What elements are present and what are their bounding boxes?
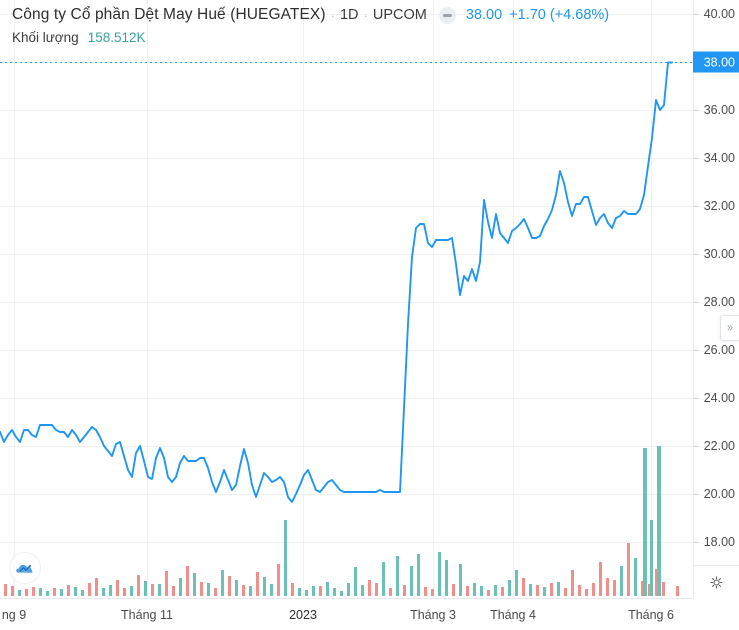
volume-value: 158.512K — [87, 29, 146, 45]
legend-separator-1: · — [330, 7, 335, 23]
tradingview-logo-icon[interactable] — [9, 552, 41, 584]
price-tick-mark — [694, 350, 699, 351]
eye-hidden-icon[interactable] — [438, 6, 456, 24]
time-tick-1: Tháng 11 — [121, 608, 173, 622]
chart-legend: Công ty Cổ phần Dệt May Huế (HUEGATEX) ·… — [12, 4, 609, 47]
time-scale[interactable]: ng 9 Tháng 11 2023 Tháng 3 Tháng 4 Tháng… — [0, 598, 694, 630]
price-tick-36: 36.00 — [703, 103, 735, 117]
chart-plot-area[interactable] — [0, 0, 694, 598]
price-tick-mark — [694, 542, 699, 543]
exchange-label[interactable]: UPCOM — [372, 7, 427, 23]
vertical-gridlines — [14, 0, 652, 598]
price-tick-mark — [694, 446, 699, 447]
price-tick-mark — [694, 110, 699, 111]
price-tick-26: 26.00 — [703, 343, 735, 357]
price-tick-18: 18.00 — [703, 535, 735, 549]
price-scale-settings-button[interactable] — [694, 565, 739, 598]
time-tick-5: Tháng 6 — [628, 608, 674, 622]
last-price-value: 38.00 — [465, 7, 503, 23]
price-tick-28: 28.00 — [703, 295, 735, 309]
interval-label[interactable]: 1D — [339, 7, 359, 23]
volume-label[interactable]: Khối lượng — [12, 29, 79, 45]
price-tick-32: 32.00 — [703, 199, 735, 213]
chevron-right-icon[interactable]: » — [720, 315, 739, 341]
time-tick-0: ng 9 — [1, 608, 27, 622]
gear-icon — [710, 575, 723, 589]
price-tick-mark — [694, 14, 699, 15]
time-tick-2: 2023 — [289, 608, 317, 622]
price-tick-mark — [694, 158, 699, 159]
price-tick-mark — [694, 302, 699, 303]
price-tick-mark — [694, 398, 699, 399]
price-change-value: +1.70 (+4.68%) — [509, 7, 610, 23]
horizontal-gridlines — [0, 14, 694, 543]
price-tick-mark — [694, 494, 699, 495]
price-tick-mark — [694, 254, 699, 255]
price-tick-20: 20.00 — [703, 487, 735, 501]
legend-separator-2: · — [363, 7, 368, 23]
legend-symbol-row: Công ty Cổ phần Dệt May Huế (HUEGATEX) ·… — [12, 4, 609, 26]
last-price-badge[interactable]: 38.00 — [693, 51, 739, 73]
time-tick-4: Tháng 4 — [490, 608, 536, 622]
price-tick-mark — [694, 206, 699, 207]
price-tick-24: 24.00 — [703, 391, 735, 405]
price-tick-34: 34.00 — [703, 151, 735, 165]
price-tick-30: 30.00 — [703, 247, 735, 261]
price-tick-22: 22.00 — [703, 439, 735, 453]
price-tick-40: 40.00 — [703, 7, 735, 21]
time-tick-3: Tháng 3 — [410, 608, 456, 622]
volume-bars — [4, 446, 679, 596]
price-scale[interactable]: 40.00 36.00 34.00 32.00 30.00 28.00 26.0… — [693, 0, 739, 598]
tradingview-logo-glyph — [15, 564, 33, 573]
chart-svg — [0, 0, 694, 598]
price-line — [0, 61, 673, 503]
symbol-title[interactable]: Công ty Cổ phần Dệt May Huế (HUEGATEX) — [12, 6, 326, 23]
legend-volume-row: Khối lượng 158.512K — [12, 27, 609, 47]
